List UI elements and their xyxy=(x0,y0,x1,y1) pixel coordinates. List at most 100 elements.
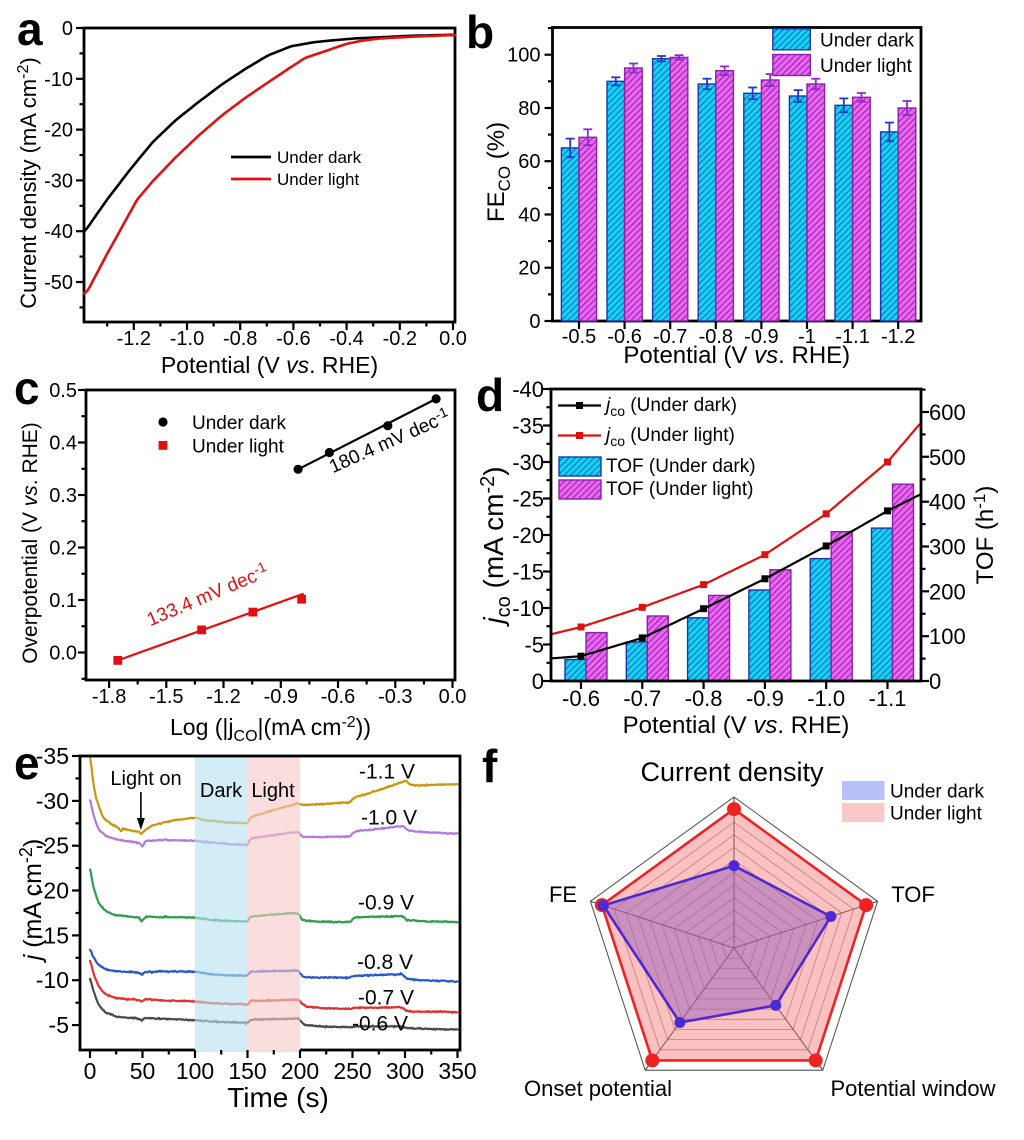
svg-text:400: 400 xyxy=(929,490,966,515)
svg-text:-5: -5 xyxy=(524,633,544,658)
svg-text:-0.2: -0.2 xyxy=(383,328,417,350)
svg-text:Onset potential: Onset potential xyxy=(524,1076,672,1101)
svg-text:TOF (Under dark): TOF (Under dark) xyxy=(606,456,756,477)
svg-text:-0.9: -0.9 xyxy=(746,686,784,711)
svg-text:Under light: Under light xyxy=(192,437,285,458)
svg-text:Under light: Under light xyxy=(820,56,913,77)
svg-text:Under dark: Under dark xyxy=(820,31,914,52)
svg-text:TOF (Under light): TOF (Under light) xyxy=(606,479,753,500)
svg-text:Under light: Under light xyxy=(890,804,983,825)
svg-text:-0.6: -0.6 xyxy=(607,326,641,348)
svg-text:Dark: Dark xyxy=(200,780,243,802)
svg-text:Log (|jCO|(mA cm-2)): Log (|jCO|(mA cm-2)) xyxy=(170,714,371,745)
svg-text:-1.8: -1.8 xyxy=(92,686,126,708)
svg-text:-35: -35 xyxy=(36,743,69,769)
svg-text:TOF: TOF xyxy=(891,882,935,907)
svg-text:250: 250 xyxy=(333,1058,371,1084)
svg-text:40: 40 xyxy=(518,205,540,227)
svg-text:d: d xyxy=(476,369,504,421)
svg-text:-0.8: -0.8 xyxy=(685,686,723,711)
svg-text:-35: -35 xyxy=(512,414,544,439)
svg-text:-1.1: -1.1 xyxy=(869,686,907,711)
svg-text:-1.2: -1.2 xyxy=(117,328,151,350)
svg-text:-30: -30 xyxy=(36,788,69,814)
svg-text:-0.9: -0.9 xyxy=(264,686,298,708)
svg-text:500: 500 xyxy=(929,445,966,470)
svg-text:350: 350 xyxy=(438,1058,476,1084)
svg-text:-10: -10 xyxy=(44,69,73,91)
svg-text:-5: -5 xyxy=(49,1012,69,1038)
svg-text:100: 100 xyxy=(176,1058,214,1084)
svg-text:-0.6: -0.6 xyxy=(321,686,355,708)
svg-text:-30: -30 xyxy=(512,450,544,475)
svg-text:-1.2: -1.2 xyxy=(206,686,240,708)
svg-text:-10: -10 xyxy=(36,967,69,993)
svg-text:b: b xyxy=(466,6,494,58)
svg-text:0.2: 0.2 xyxy=(49,538,77,560)
svg-text:-1.1 V: -1.1 V xyxy=(359,761,415,784)
svg-text:-20: -20 xyxy=(36,878,69,904)
svg-text:-0.7: -0.7 xyxy=(623,686,661,711)
svg-text:0: 0 xyxy=(929,669,941,694)
svg-text:-1.2: -1.2 xyxy=(881,326,915,348)
svg-text:-0.6: -0.6 xyxy=(276,328,310,350)
svg-text:Current density: Current density xyxy=(640,757,824,787)
svg-text:80: 80 xyxy=(518,98,540,120)
svg-text:300: 300 xyxy=(929,535,966,560)
svg-text:0: 0 xyxy=(62,18,73,40)
svg-text:-0.8: -0.8 xyxy=(223,328,257,350)
svg-text:-30: -30 xyxy=(44,170,73,192)
svg-text:-25: -25 xyxy=(36,833,69,859)
svg-text:-20: -20 xyxy=(44,120,73,142)
svg-text:20: 20 xyxy=(518,258,540,280)
svg-text:0.1: 0.1 xyxy=(49,590,77,612)
svg-text:-10: -10 xyxy=(512,596,544,621)
svg-text:-20: -20 xyxy=(512,523,544,548)
svg-text:FE: FE xyxy=(549,882,577,907)
svg-text:-25: -25 xyxy=(512,487,544,512)
svg-text:a: a xyxy=(17,3,43,55)
svg-text:jco (mA cm-2): jco (mA cm-2) xyxy=(477,466,515,627)
svg-text:Current density (mA cm-2): Current density (mA cm-2) xyxy=(15,57,41,308)
svg-text:600: 600 xyxy=(929,400,966,425)
svg-text:100: 100 xyxy=(929,624,966,649)
svg-text:f: f xyxy=(482,740,498,792)
svg-text:e: e xyxy=(14,737,40,789)
svg-text:0.0: 0.0 xyxy=(439,686,467,708)
svg-text:0: 0 xyxy=(529,311,540,333)
svg-text:-0.5: -0.5 xyxy=(562,326,596,348)
svg-text:-0.7: -0.7 xyxy=(653,326,687,348)
svg-text:0.0: 0.0 xyxy=(439,328,467,350)
svg-text:-0.6 V: -0.6 V xyxy=(352,1013,408,1036)
svg-text:Under dark: Under dark xyxy=(192,413,286,434)
svg-text:200: 200 xyxy=(281,1058,319,1084)
svg-text:-40: -40 xyxy=(44,221,73,243)
svg-text:Overpotential (V vs. RHE): Overpotential (V vs. RHE) xyxy=(19,422,42,664)
svg-text:Under dark: Under dark xyxy=(890,782,984,803)
svg-text:Light on: Light on xyxy=(110,768,181,790)
svg-text:0: 0 xyxy=(532,669,544,694)
svg-text:-15: -15 xyxy=(36,922,69,948)
svg-text:-0.7 V: -0.7 V xyxy=(358,987,414,1010)
svg-text:150: 150 xyxy=(228,1058,266,1084)
svg-text:50: 50 xyxy=(130,1058,156,1084)
svg-text:Potential (V vs. RHE): Potential (V vs. RHE) xyxy=(623,342,850,369)
svg-text:Time (s): Time (s) xyxy=(227,1082,329,1113)
svg-text:300: 300 xyxy=(386,1058,424,1084)
svg-text:100: 100 xyxy=(507,45,540,67)
svg-text:jco (Under light): jco (Under light) xyxy=(603,425,735,449)
svg-text:-1: -1 xyxy=(798,326,816,348)
svg-text:-1.0 V: -1.0 V xyxy=(361,807,417,830)
svg-text:0: 0 xyxy=(84,1058,97,1084)
svg-text:c: c xyxy=(14,362,40,414)
svg-text:-0.6: -0.6 xyxy=(562,686,600,711)
svg-text:jco (Under dark): jco (Under dark) xyxy=(603,395,737,419)
svg-text:-1.0: -1.0 xyxy=(170,328,204,350)
svg-text:-0.9: -0.9 xyxy=(744,326,778,348)
svg-text:-1.1: -1.1 xyxy=(835,326,869,348)
svg-text:Under dark: Under dark xyxy=(277,148,362,167)
svg-text:Potential (V vs. RHE): Potential (V vs. RHE) xyxy=(623,712,850,739)
svg-text:j (mA cm-2): j (mA cm-2) xyxy=(16,839,47,964)
svg-text:-1.0: -1.0 xyxy=(807,686,845,711)
svg-text:-0.8: -0.8 xyxy=(699,326,733,348)
